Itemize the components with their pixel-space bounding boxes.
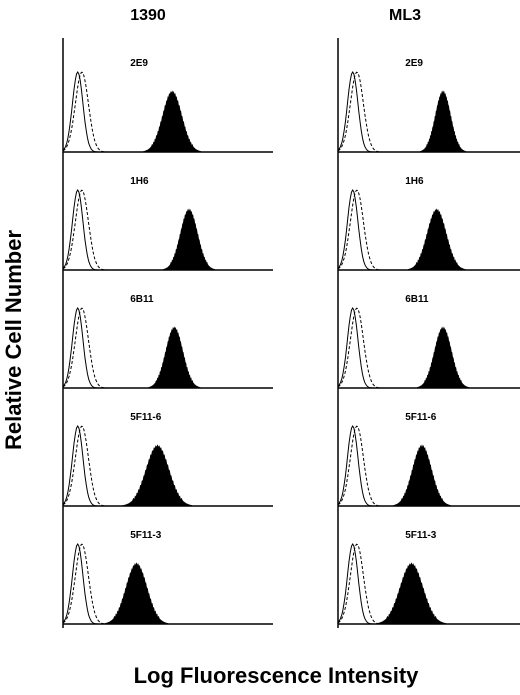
panel-3-control-curve-1 [62, 425, 137, 507]
x-axis-label: Log Fluorescence Intensity [134, 663, 420, 688]
panel-8-stained-histogram [393, 443, 451, 507]
panel-0-stained-histogram [143, 89, 202, 153]
panel-2-control-curve-1 [62, 307, 137, 389]
panel-1-control-curve-0 [62, 188, 137, 271]
panel-0-control-curve-0 [62, 70, 137, 153]
panel-6-control-curve-0 [337, 188, 412, 271]
y-axis-label: Relative Cell Number [1, 230, 26, 451]
panel-6-control-curve-1 [337, 189, 412, 271]
panel-grid: 2E9 1H6 6B11 5F11-6 5F11-3 2E9 1H6 6B11 5F11-6 5F… [62, 38, 520, 628]
column-header-ml3: ML3 [389, 7, 421, 24]
panel-9-stained-histogram [376, 562, 447, 625]
panel-4-label: 5F11-3 [130, 530, 162, 541]
panel-3-stained-histogram [122, 444, 193, 507]
panel-2-stained-histogram [148, 326, 201, 389]
panel-5-control-curve-1 [337, 71, 412, 153]
panel-8-control-curve-1 [337, 425, 412, 507]
panel-9-label: 5F11-3 [405, 530, 437, 541]
panel-2-label: 6B11 [130, 294, 154, 305]
panel-5-label: 2E9 [405, 58, 423, 69]
panel-5-control-curve-0 [337, 70, 412, 153]
panel-2-control-curve-0 [62, 306, 137, 389]
panel-1-control-curve-1 [62, 189, 137, 271]
panel-5-stained-histogram [419, 90, 467, 153]
panel-7-label: 6B11 [405, 294, 429, 305]
panel-6-label: 1H6 [405, 176, 424, 187]
panel-0-control-curve-1 [62, 71, 137, 153]
panel-1-label: 1H6 [130, 176, 149, 187]
panel-6-stained-histogram [407, 207, 466, 271]
panel-1-stained-histogram [162, 208, 216, 271]
panel-8-label: 5F11-6 [405, 412, 437, 423]
panel-3-label: 5F11-6 [130, 412, 162, 423]
panel-7-control-curve-0 [337, 306, 412, 389]
panel-7-stained-histogram [416, 326, 470, 389]
panel-4-stained-histogram [104, 561, 169, 625]
panel-7-control-curve-1 [337, 307, 412, 389]
panel-0-label: 2E9 [130, 58, 148, 69]
column-header-1390: 1390 [130, 7, 166, 24]
